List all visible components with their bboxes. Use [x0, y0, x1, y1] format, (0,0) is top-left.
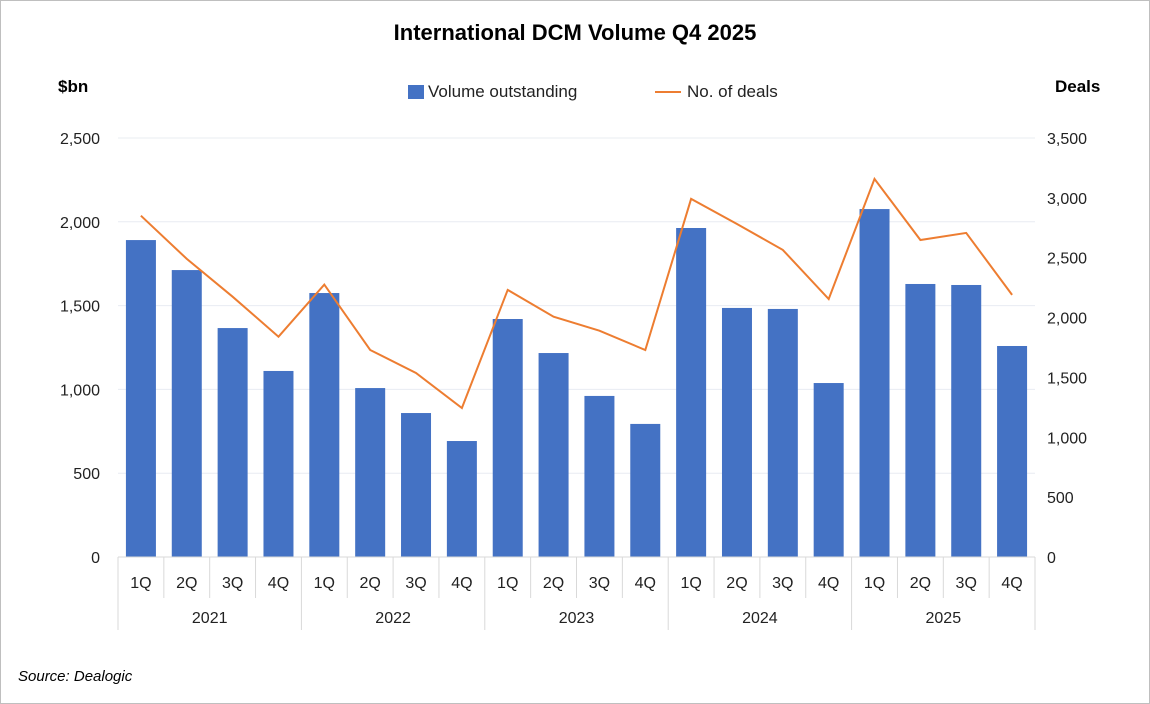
left-axis-title: $bn [58, 77, 89, 96]
quarter-label: 4Q [1001, 575, 1022, 592]
left-tick-label: 500 [73, 466, 100, 483]
quarter-label: 2Q [543, 575, 564, 592]
quarter-label: 4Q [268, 575, 289, 592]
left-tick-label: 2,000 [60, 215, 100, 232]
legend-swatch-line [655, 91, 681, 93]
bar [630, 423, 661, 557]
year-label: 2024 [742, 610, 778, 627]
bar [171, 270, 202, 557]
bar [905, 283, 936, 557]
legend-label-deals: No. of deals [687, 82, 778, 101]
deals-line [140, 176, 1013, 410]
quarter-label: 3Q [405, 575, 426, 592]
quarter-label: 1Q [864, 575, 885, 592]
left-tick-label: 2,500 [60, 131, 100, 148]
bar [401, 413, 432, 557]
quarter-label: 4Q [451, 575, 472, 592]
quarter-label: 2Q [176, 575, 197, 592]
bar [813, 383, 844, 557]
right-tick-label: 3,000 [1047, 191, 1087, 208]
bar [721, 307, 752, 557]
legend-swatch-bar [408, 85, 424, 99]
right-tick-label: 500 [1047, 490, 1074, 507]
right-tick-label: 2,500 [1047, 251, 1087, 268]
quarter-label: 1Q [314, 575, 335, 592]
bar [997, 345, 1028, 557]
legend-label-volume: Volume outstanding [428, 82, 578, 101]
year-label: 2025 [926, 610, 962, 627]
quarter-label: 3Q [222, 575, 243, 592]
bar [446, 441, 477, 557]
bar [125, 240, 156, 557]
bar [859, 209, 890, 558]
legend-item-volume: Volume outstanding [408, 82, 577, 102]
quarter-label: 3Q [772, 575, 793, 592]
quarter-label: 3Q [956, 575, 977, 592]
quarter-label: 1Q [680, 575, 701, 592]
bar [263, 370, 294, 557]
quarter-label: 4Q [818, 575, 839, 592]
bar [584, 395, 615, 557]
right-axis-title: Deals [1055, 77, 1101, 96]
left-tick-label: 1,000 [60, 382, 100, 399]
quarter-label: 1Q [130, 575, 151, 592]
source-note: Source: Dealogic [18, 668, 133, 685]
right-tick-label: 1,500 [1047, 370, 1087, 387]
left-tick-label: 0 [91, 550, 100, 567]
quarter-label: 1Q [497, 575, 518, 592]
year-label: 2022 [375, 610, 411, 627]
legend-item-deals: No. of deals [655, 82, 778, 102]
quarter-label: 2Q [910, 575, 931, 592]
bar [492, 319, 523, 557]
bar [951, 284, 982, 557]
bar [767, 308, 798, 557]
quarter-label: 2Q [726, 575, 747, 592]
quarter-label: 3Q [589, 575, 610, 592]
bar [676, 228, 707, 557]
quarter-label: 2Q [360, 575, 381, 592]
bar [309, 293, 340, 557]
right-tick-label: 3,500 [1047, 131, 1087, 148]
year-label: 2023 [559, 610, 595, 627]
right-tick-label: 0 [1047, 550, 1056, 567]
bar [217, 328, 248, 557]
left-tick-label: 1,500 [60, 299, 100, 316]
bar [355, 388, 386, 557]
quarter-label: 4Q [635, 575, 656, 592]
year-label: 2021 [192, 610, 228, 627]
bar [538, 353, 569, 557]
right-tick-label: 2,000 [1047, 311, 1087, 328]
right-tick-label: 1,000 [1047, 430, 1087, 447]
chart-title: International DCM Volume Q4 2025 [393, 20, 757, 45]
